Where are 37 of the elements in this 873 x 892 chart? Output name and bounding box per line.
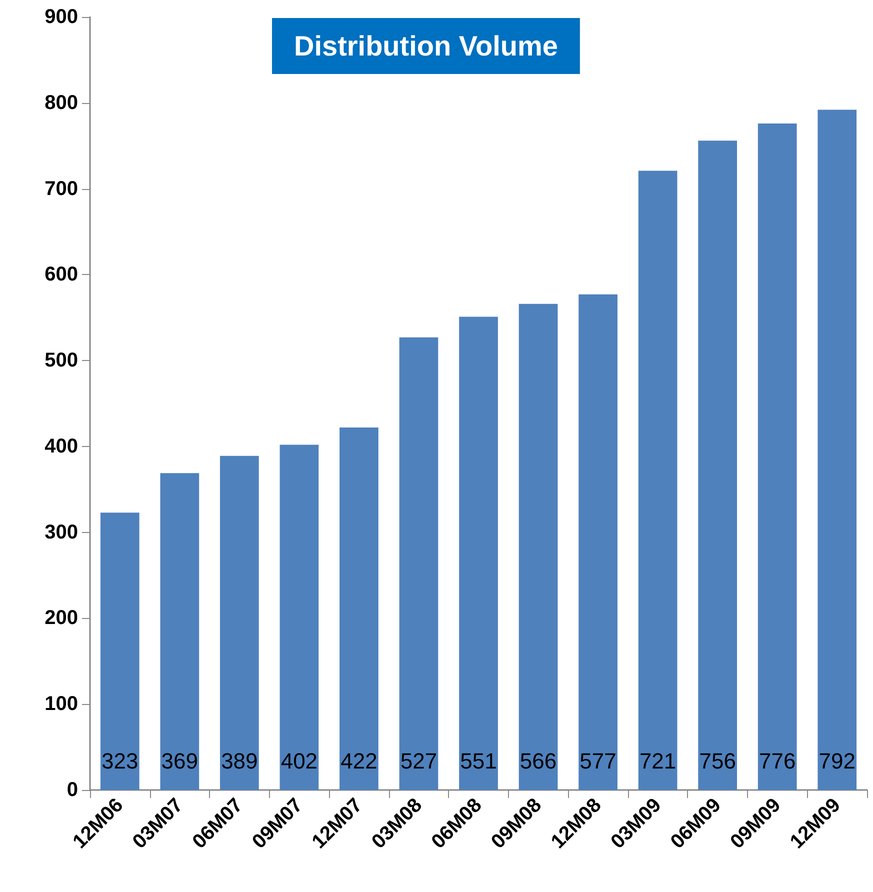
y-tick-label: 300 (44, 521, 78, 544)
bar (758, 124, 797, 790)
bar (818, 110, 857, 790)
y-tick-label: 0 (66, 779, 78, 801)
bar (459, 316, 498, 790)
y-tick-label: 400 (44, 435, 78, 458)
y-tick-label: 800 (44, 92, 78, 114)
text: Distribution Volume (294, 30, 558, 62)
y-tick-label: 200 (44, 607, 78, 630)
bar (160, 473, 200, 790)
y-tick-label: 600 (44, 264, 78, 286)
y-tick-label: 100 (44, 693, 78, 716)
data-label: 792 (818, 748, 856, 774)
bar (518, 304, 558, 790)
bar (340, 428, 378, 790)
y-tick-label: 700 (44, 178, 78, 200)
data-label: 323 (102, 748, 138, 774)
data-label: 402 (280, 748, 318, 774)
y-tick-label: 500 (44, 350, 78, 372)
data-label: 577 (580, 748, 616, 774)
data-label: 369 (161, 748, 198, 774)
data-label: 527 (400, 748, 438, 774)
bar (220, 456, 259, 790)
bar (638, 170, 678, 790)
bar (280, 444, 319, 790)
bar (698, 140, 737, 790)
bar (100, 512, 140, 790)
bar (399, 337, 438, 790)
data-label: 756 (699, 748, 736, 774)
data-label: 566 (520, 748, 557, 774)
bar (578, 294, 618, 790)
data-label: 389 (221, 748, 258, 774)
y-tick-label: 900 (44, 6, 78, 28)
data-label: 721 (639, 748, 676, 774)
data-label: 551 (460, 748, 497, 774)
data-label: 422 (340, 748, 378, 774)
data-label: 776 (758, 748, 796, 774)
